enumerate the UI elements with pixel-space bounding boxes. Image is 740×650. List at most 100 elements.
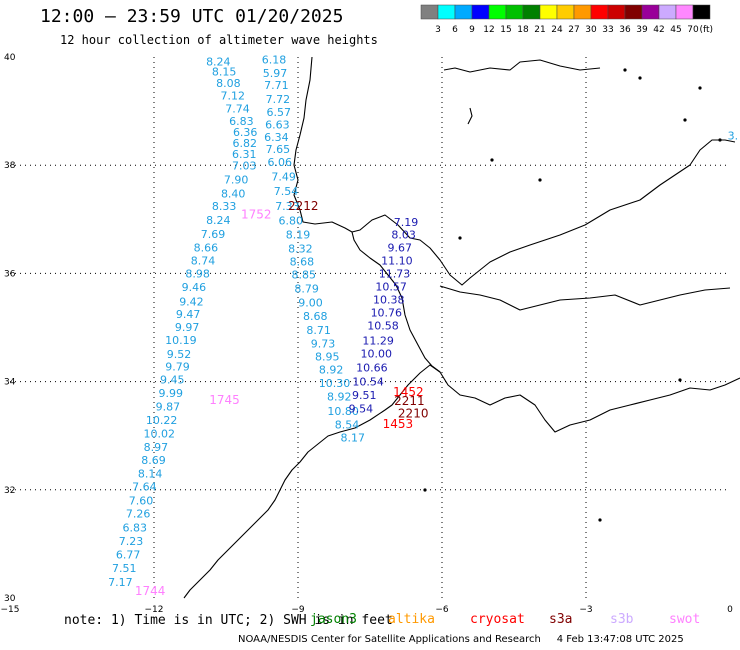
- swh-value-label: 10.00: [360, 347, 392, 360]
- time-stamp-label: 2212: [288, 199, 319, 213]
- swh-value-label: 6.77: [116, 549, 141, 562]
- swh-value-label: 6.34: [264, 131, 289, 144]
- swh-value-label: 8.85: [292, 268, 317, 281]
- swh-value-label: 10.54: [352, 376, 384, 389]
- swh-value-label: 9.45: [160, 373, 185, 386]
- swh-value-label: 6.18: [262, 54, 287, 67]
- time-stamp-label: 1453: [383, 417, 414, 431]
- colorbar-tick-label: 6: [452, 25, 458, 35]
- swh-value-label: 6.31: [232, 148, 257, 161]
- colorbar-tick-label: 3: [435, 25, 441, 35]
- swh-value-label: 8.03: [391, 228, 416, 241]
- colorbar-tick-label: 39: [636, 25, 648, 35]
- swh-value-label: 8.17: [340, 431, 365, 444]
- swh-value-label: 9.46: [182, 281, 207, 294]
- lon-tick-label: −6: [435, 605, 449, 615]
- lat-tick-label: 34: [4, 378, 16, 388]
- swh-value-label: 7.60: [129, 495, 154, 508]
- swh-value-label: 10.57: [375, 280, 407, 293]
- track-west: 8.248.158.087.127.746.836.366.826.317.03…: [108, 55, 257, 588]
- swh-value-label: 10.80: [327, 405, 359, 418]
- swh-value-label: 7.90: [224, 173, 249, 186]
- swh-value-label: 7.64: [132, 481, 157, 494]
- swh-value-label: 5.97: [263, 67, 288, 80]
- swh-value-label: 8.98: [185, 267, 210, 280]
- swh-value-label: 7.51: [112, 562, 137, 575]
- swh-value-label: 8.32: [288, 243, 313, 256]
- chart-subtitle: 12 hour collection of altimeter wave hei…: [60, 33, 378, 47]
- time-stamp-label: 1452: [393, 385, 424, 399]
- island-speck: [718, 138, 722, 142]
- swh-value-label: 6.63: [265, 119, 290, 132]
- swh-value-label: 8.24: [206, 55, 231, 68]
- swh-value-label: 9.00: [298, 297, 323, 310]
- coastline-segment: [443, 59, 601, 73]
- island-speck: [623, 68, 627, 72]
- lon-tick-label: 0: [727, 605, 733, 615]
- footnote: note: 1) Time is in UTC; 2) SWH is in fe…: [64, 613, 393, 628]
- island-speck: [423, 488, 427, 492]
- island-speck: [458, 236, 462, 240]
- swh-value-label: 8.66: [194, 241, 219, 254]
- track-east: 7.198.039.6711.1011.7310.5710.3810.7610.…: [349, 216, 419, 416]
- colorbar-tick-label: 42: [653, 25, 664, 35]
- swh-value-label: 9.54: [349, 403, 374, 416]
- swh-value-label: 7.33: [275, 200, 300, 213]
- chart-title: 12:00 — 23:59 UTC 01/20/2025: [40, 6, 344, 27]
- colorbar-tick-label: 33: [602, 25, 613, 35]
- colorbar-tick-label: 9: [469, 25, 475, 35]
- colorbar-tick-label: 45: [670, 25, 681, 35]
- swh-value-label: 9.42: [179, 296, 204, 309]
- swh-value-label: 8.24: [206, 214, 231, 227]
- swh-value-label: 7.26: [126, 508, 151, 521]
- time-stamp-label: 1745: [209, 393, 240, 407]
- swh-value-label: 8.19: [286, 228, 311, 241]
- time-stamp-label: 2211: [394, 394, 425, 408]
- colorbar-tick-label: 12: [483, 25, 494, 35]
- coastline-segment: [293, 56, 353, 233]
- coastline-segment: [431, 365, 441, 373]
- swh-value-label: 6.57: [267, 106, 292, 119]
- swh-value-label: 6.83: [229, 115, 254, 128]
- island-speck: [683, 118, 687, 122]
- swh-value-label: 8.15: [212, 66, 237, 79]
- color-scale-bar: 3 6 9 12 15 18 21 24 27 30 33 36 39 42 45 70 (ft): [420, 4, 713, 35]
- lat-tick-label: 40: [4, 53, 16, 63]
- swh-value-label: 10.66: [356, 362, 388, 375]
- island-speck: [598, 518, 602, 522]
- colorbar-tick-label: 27: [568, 25, 579, 35]
- swh-value-label: 7.17: [108, 576, 133, 589]
- swh-value-label: 10.38: [373, 293, 405, 306]
- swh-value-label: 10.22: [146, 414, 178, 427]
- swh-value-label: 10.30: [319, 377, 351, 390]
- island-speck: [698, 86, 702, 90]
- swh-value-label: 8.40: [221, 187, 246, 200]
- swh-value-label: 7.03: [232, 160, 257, 173]
- lat-tick-label: 30: [4, 594, 16, 604]
- swh-value-label: 8.79: [294, 283, 319, 296]
- coastline-segment: [439, 285, 731, 311]
- time-stamp-label: 2210: [398, 407, 429, 421]
- swh-value-label: 8.68: [290, 255, 315, 268]
- swh-value-label: 11.73: [379, 267, 411, 280]
- time-stamp-label: 1752: [241, 207, 272, 221]
- island-speck: [490, 158, 494, 162]
- swh-value-label: 8.33: [212, 200, 237, 213]
- swh-value-label: 7.12: [220, 89, 245, 102]
- legend-swot: swot: [669, 612, 701, 627]
- swh-value-label: 7.65: [266, 143, 291, 156]
- lat-tick-label: 32: [4, 486, 15, 496]
- swh-value-label: 6.83: [123, 522, 148, 535]
- swh-value-label: 9.97: [175, 321, 200, 334]
- swh-value-label: 8.74: [191, 254, 216, 267]
- swh-value-label: 9.87: [156, 400, 181, 413]
- lon-tick-label: −12: [145, 605, 164, 615]
- swh-value-label: 8.68: [303, 310, 328, 323]
- swh-value-label: 7.54: [274, 185, 299, 198]
- swh-value-label: 8.71: [306, 324, 331, 337]
- swh-value-label: 8.97: [144, 441, 169, 454]
- time-stamp-label: 1744: [135, 584, 166, 598]
- coastline-segment: [183, 364, 740, 599]
- swh-value-label: 8.95: [315, 351, 340, 364]
